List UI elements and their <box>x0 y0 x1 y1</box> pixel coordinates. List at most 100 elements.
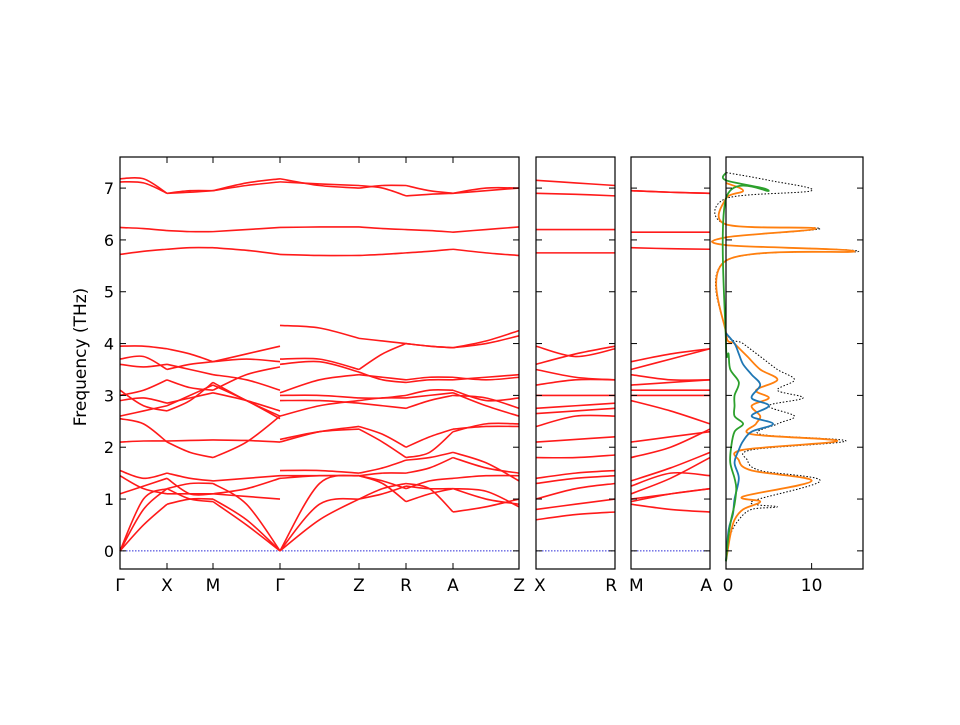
phonon-band <box>358 425 407 448</box>
phonon-band <box>212 345 281 363</box>
phonon-band <box>405 431 454 459</box>
phonon-band <box>452 456 520 474</box>
phonon-band <box>279 253 360 257</box>
phonon-band <box>119 440 168 443</box>
phonon-band <box>358 485 407 500</box>
phonon-band <box>212 500 281 552</box>
phonon-band <box>535 407 616 415</box>
phonon-band <box>119 487 168 552</box>
phonon-band <box>358 337 407 345</box>
phonon-band <box>358 482 407 500</box>
phonon-band <box>358 226 407 231</box>
phonon-band <box>358 459 407 474</box>
phonon-band <box>405 389 454 397</box>
phonon-band <box>212 415 281 459</box>
phonon-band <box>630 471 711 487</box>
phonon-band <box>630 451 711 482</box>
dos-projected-curve <box>721 172 770 562</box>
phonon-band <box>405 376 454 381</box>
phonon-band <box>535 474 616 485</box>
phonon-band <box>630 456 711 495</box>
phonon-band <box>212 384 281 420</box>
phonon-band <box>358 373 407 381</box>
phonon-band <box>166 482 214 490</box>
k-point-label: Z <box>353 576 365 596</box>
band-panel-main: 0 1 2 3 4 5 6 7 Γ X M Γ Z R A Z <box>104 156 525 596</box>
dos-x-tick-label: 10 <box>801 576 823 596</box>
phonon-band <box>535 469 616 480</box>
phonon-band <box>452 389 520 402</box>
dos-frame <box>725 156 864 570</box>
phonon-band <box>166 229 214 233</box>
phonon-band <box>452 422 520 433</box>
phonon-band <box>405 248 454 254</box>
phonon-band <box>405 456 454 474</box>
phonon-band <box>212 373 281 391</box>
phonon-band <box>452 373 520 381</box>
phonon-band <box>119 477 168 495</box>
phonon-band <box>279 324 360 340</box>
phonon-band <box>452 487 520 508</box>
dos-panel: 0 10 <box>711 156 864 596</box>
phonon-band <box>358 428 407 459</box>
phonon-band <box>119 176 168 194</box>
phonon-band <box>279 360 360 373</box>
phonon-band <box>119 379 168 397</box>
phonon-band <box>405 184 454 195</box>
y-tick-label: 4 <box>104 335 114 354</box>
phonon-band <box>630 428 711 459</box>
panel-frame <box>535 156 616 570</box>
phonon-band <box>535 368 616 381</box>
phonon-band <box>119 389 168 412</box>
phonon-band <box>279 399 360 404</box>
phonon-band <box>166 441 214 459</box>
phonon-band <box>166 189 214 195</box>
phonon-band <box>535 498 616 511</box>
phonon-band <box>535 345 616 366</box>
phonon-band <box>279 498 360 552</box>
phonon-band <box>166 392 214 404</box>
phonon-band <box>212 498 281 552</box>
y-tick-label: 0 <box>104 542 114 561</box>
phonon-band <box>630 246 711 251</box>
phonon-band <box>212 482 281 552</box>
y-axis-label: Frequency (THz) <box>71 288 91 427</box>
phonon-band <box>405 487 454 503</box>
phonon-band <box>212 177 281 192</box>
phonon-band <box>405 451 454 461</box>
phonon-band <box>535 402 616 410</box>
k-point-label: A <box>700 576 712 596</box>
dos-total-curve <box>711 172 860 562</box>
k-point-label: M <box>629 576 644 596</box>
phonon-band <box>452 226 520 233</box>
phonon-band <box>166 472 214 482</box>
phonon-band <box>166 381 214 412</box>
phonon-band <box>630 399 711 425</box>
k-point-label: A <box>447 576 459 596</box>
phonon-band <box>452 329 520 349</box>
phonon-band <box>630 347 711 371</box>
phonon-band <box>405 192 454 197</box>
panel-frame <box>630 156 711 570</box>
k-point-label: X <box>534 576 546 596</box>
phonon-band <box>535 436 616 443</box>
phonon-band <box>405 392 454 399</box>
phonon-band <box>535 179 616 187</box>
k-point-label: Γ <box>275 576 285 596</box>
phonon-band <box>166 487 214 503</box>
phonon-band <box>212 226 281 233</box>
k-point-label: R <box>400 576 412 596</box>
phonon-band <box>119 363 168 368</box>
phonon-band <box>212 246 281 256</box>
phonon-band <box>279 226 360 229</box>
phonon-band <box>166 439 214 442</box>
phonon-band <box>279 181 360 187</box>
phonon-band <box>630 347 711 363</box>
phonon-band <box>405 394 454 410</box>
phonon-band <box>119 475 168 495</box>
phonon-band <box>452 335 520 349</box>
phonon-band <box>405 428 454 448</box>
phonon-band <box>630 503 711 513</box>
phonon-band <box>279 357 360 371</box>
